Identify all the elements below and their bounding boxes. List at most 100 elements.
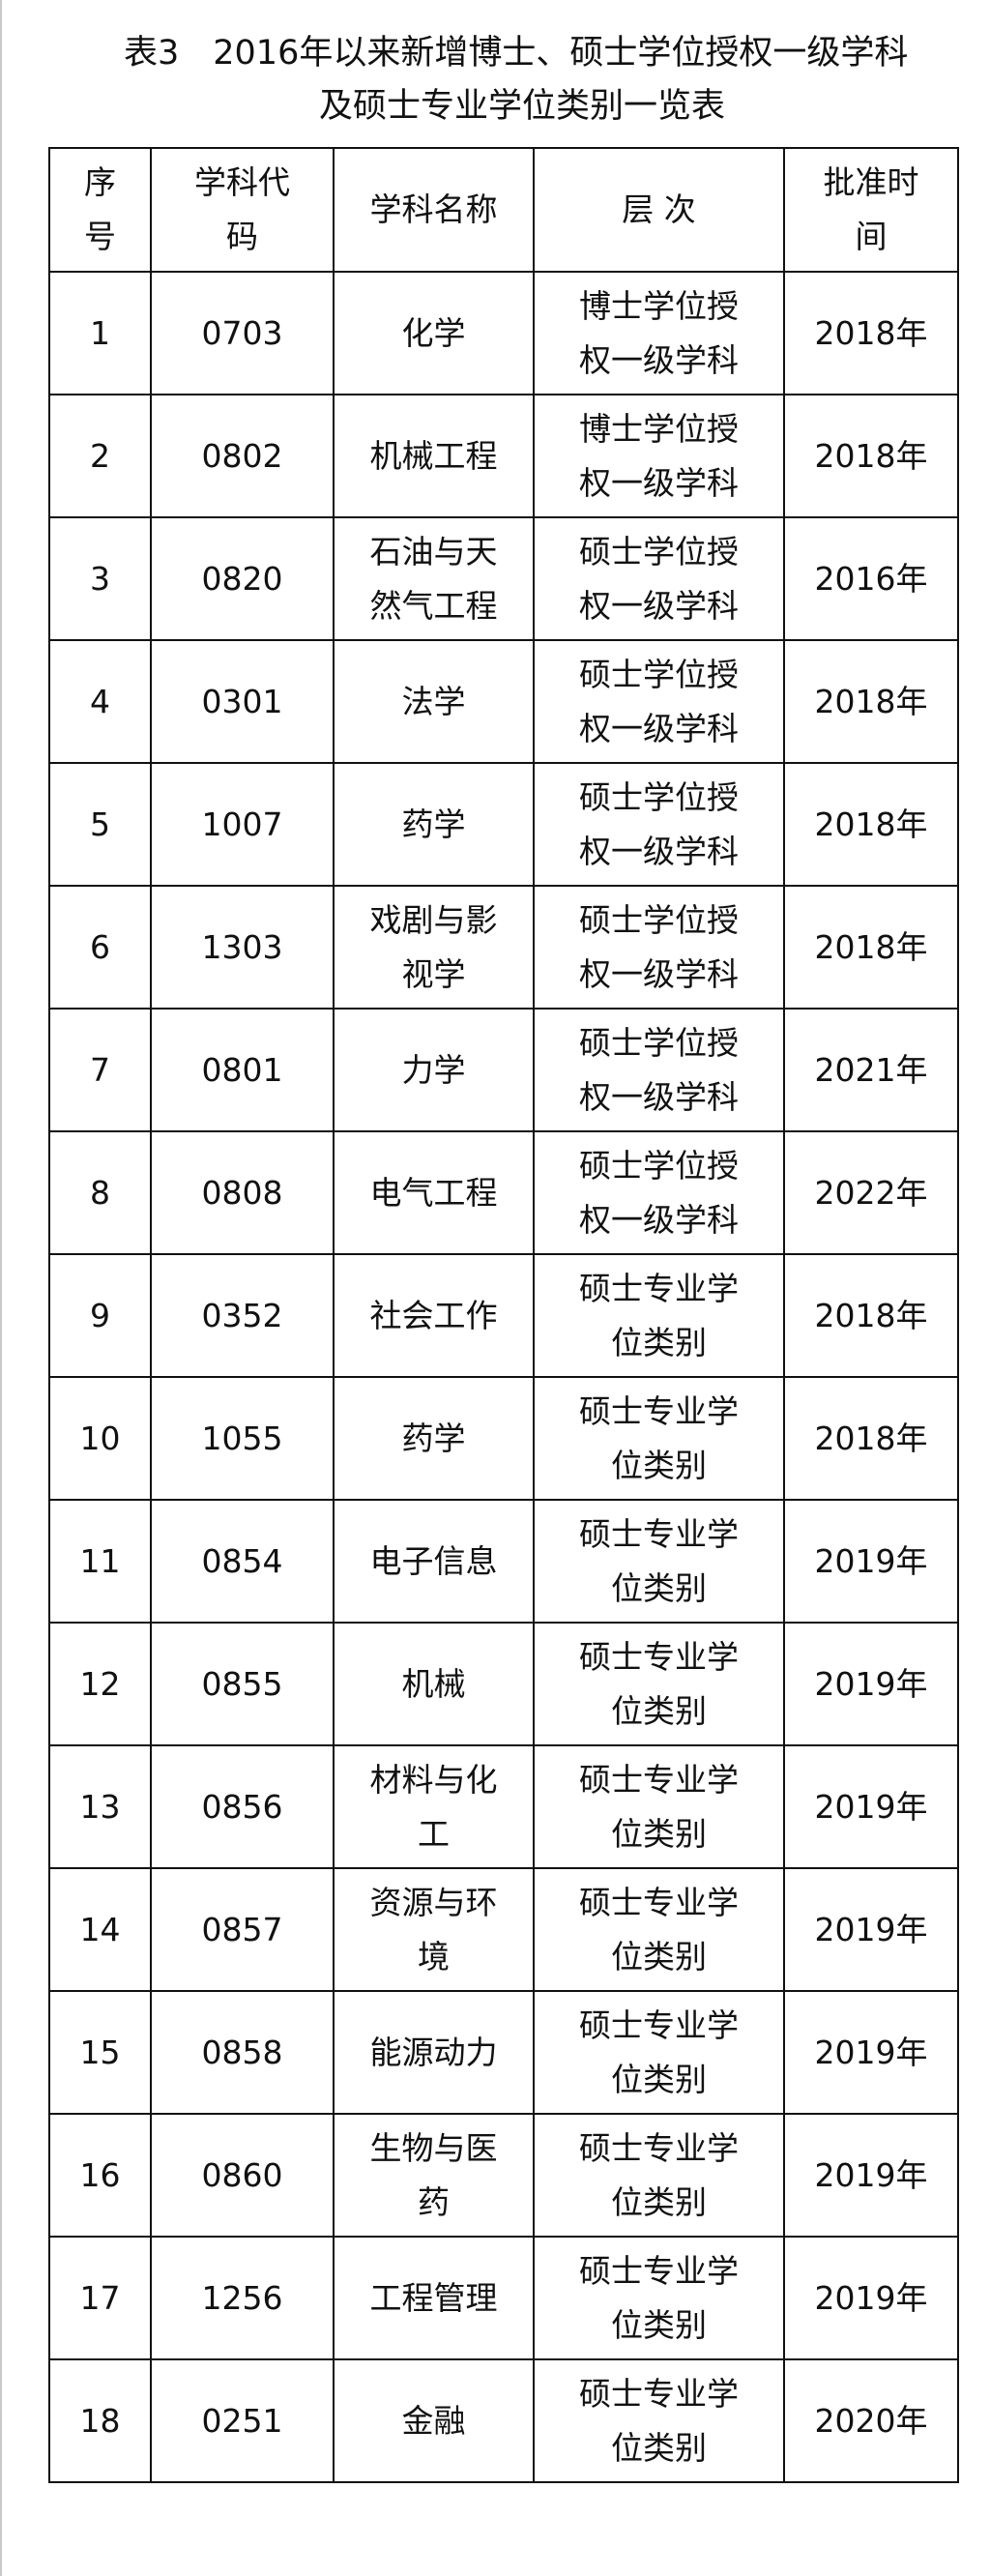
cell-index: 9 bbox=[48, 1253, 152, 1378]
cell-name: 工程管理 bbox=[333, 2236, 535, 2360]
cell-name: 石油与天 然气工程 bbox=[333, 516, 535, 641]
cell-name: 电子信息 bbox=[333, 1499, 535, 1624]
cell-code: 1055 bbox=[150, 1376, 335, 1501]
cell-name: 社会工作 bbox=[333, 1253, 535, 1378]
cell-code: 0857 bbox=[150, 1867, 335, 1992]
cell-code: 0855 bbox=[150, 1622, 335, 1746]
table-row: 16 0860 生物与医 药硕士专业学 位类别 2019年 bbox=[48, 2113, 959, 2238]
cell-level: 硕士专业学 位类别 bbox=[533, 1376, 785, 1501]
cell-level: 硕士学位授 权一级学科 bbox=[533, 1008, 785, 1132]
cell-code: 0802 bbox=[150, 394, 335, 518]
cell-code: 0801 bbox=[150, 1008, 335, 1132]
table-row: 6 1303 戏剧与影 视学 硕士学位授 权一级学科 2018年 bbox=[48, 885, 959, 1010]
header-date: 批准时 间 bbox=[783, 147, 959, 273]
cell-name: 化学 bbox=[333, 271, 535, 395]
cell-date: 2018年 bbox=[783, 1376, 959, 1501]
table-row: 18 0251 金融 硕士专业学 位类别 2020年 bbox=[48, 2358, 959, 2483]
cell-level: 硕士专业学 位类别 bbox=[533, 2113, 785, 2238]
table-row: 4 0301 法学 硕士学位授 权一级学科 2018年 bbox=[48, 639, 959, 764]
cell-level: 硕士专业学 位类别 bbox=[533, 2236, 785, 2360]
cell-index: 5 bbox=[48, 762, 152, 887]
cell-code: 1007 bbox=[150, 762, 335, 887]
cell-index: 17 bbox=[48, 2236, 152, 2360]
cell-name: 电气工程 bbox=[333, 1130, 535, 1255]
cell-code: 0854 bbox=[150, 1499, 335, 1624]
table-row: 14 0857 资源与环 境硕士专业学 位类别 2019年 bbox=[48, 1867, 959, 1992]
cell-index: 13 bbox=[48, 1744, 152, 1869]
cell-index: 2 bbox=[48, 394, 152, 518]
cell-date: 2021年 bbox=[783, 1008, 959, 1132]
cell-name: 材料与化 工 bbox=[333, 1744, 535, 1869]
cell-name: 资源与环 境 bbox=[333, 1867, 535, 1992]
table-row: 15 0858 能源动力 硕士专业学 位类别 2019年 bbox=[48, 1990, 959, 2115]
cell-index: 8 bbox=[48, 1130, 152, 1255]
cell-date: 2019年 bbox=[783, 1990, 959, 2115]
table-row: 10 1055 药学 硕士专业学 位类别 2018年 bbox=[48, 1376, 959, 1501]
cell-level: 硕士专业学 位类别 bbox=[533, 1499, 785, 1624]
cell-level: 博士学位授 权一级学科 bbox=[533, 394, 785, 518]
cell-name: 法学 bbox=[333, 639, 535, 764]
header-row: 序 号 学科代 码 学科名称 层 次 批准时 间 bbox=[48, 147, 959, 273]
cell-index: 7 bbox=[48, 1008, 152, 1132]
discipline-table: 序 号 学科代 码 学科名称 层 次 批准时 间 1 0703 化学 博士学位授 权一… bbox=[48, 147, 959, 2483]
cell-code: 0860 bbox=[150, 2113, 335, 2238]
cell-date: 2018年 bbox=[783, 762, 959, 887]
cell-name: 金融 bbox=[333, 2358, 535, 2483]
header-code: 学科代 码 bbox=[150, 147, 335, 273]
cell-code: 1303 bbox=[150, 885, 335, 1010]
cell-level: 博士学位授 权一级学科 bbox=[533, 271, 785, 395]
table-row: 3 0820 石油与天 然气工程 硕士学位授 权一级学科 2016年 bbox=[48, 516, 959, 641]
cell-name: 能源动力 bbox=[333, 1990, 535, 2115]
table-row: 11 0854 电子信息 硕士专业学 位类别 2019年 bbox=[48, 1499, 959, 1624]
cell-level: 硕士专业学 位类别 bbox=[533, 1990, 785, 2115]
table-row: 2 0802 机械工程 博士学位授 权一级学科 2018年 bbox=[48, 394, 959, 518]
cell-level: 硕士专业学 位类别 bbox=[533, 1253, 785, 1378]
table-row: 13 0856 材料与化 工硕士专业学 位类别 2019年 bbox=[48, 1744, 959, 1869]
cell-index: 15 bbox=[48, 1990, 152, 2115]
cell-name: 药学 bbox=[333, 1376, 535, 1501]
page-edge bbox=[0, 0, 2, 2576]
cell-date: 2018年 bbox=[783, 394, 959, 518]
cell-date: 2019年 bbox=[783, 1499, 959, 1624]
cell-code: 0251 bbox=[150, 2358, 335, 2483]
cell-index: 3 bbox=[48, 516, 152, 641]
cell-name: 药学 bbox=[333, 762, 535, 887]
cell-date: 2019年 bbox=[783, 2113, 959, 2238]
cell-level: 硕士学位授 权一级学科 bbox=[533, 516, 785, 641]
cell-level: 硕士专业学 位类别 bbox=[533, 1744, 785, 1869]
cell-date: 2019年 bbox=[783, 1622, 959, 1746]
cell-name: 力学 bbox=[333, 1008, 535, 1132]
cell-index: 16 bbox=[48, 2113, 152, 2238]
cell-date: 2019年 bbox=[783, 2236, 959, 2360]
cell-date: 2020年 bbox=[783, 2358, 959, 2483]
cell-code: 0820 bbox=[150, 516, 335, 641]
cell-date: 2019年 bbox=[783, 1867, 959, 1992]
cell-code: 0352 bbox=[150, 1253, 335, 1378]
cell-index: 6 bbox=[48, 885, 152, 1010]
cell-name: 机械 bbox=[333, 1622, 535, 1746]
cell-name: 戏剧与影 视学 bbox=[333, 885, 535, 1010]
cell-level: 硕士专业学 位类别 bbox=[533, 2358, 785, 2483]
cell-date: 2018年 bbox=[783, 271, 959, 395]
table-title-line-1: 表3 2016年以来新增博士、硕士学位授权一级学科 bbox=[124, 34, 909, 73]
cell-index: 4 bbox=[48, 639, 152, 764]
cell-level: 硕士学位授 权一级学科 bbox=[533, 1130, 785, 1255]
cell-level: 硕士学位授 权一级学科 bbox=[533, 639, 785, 764]
cell-level: 硕士学位授 权一级学科 bbox=[533, 762, 785, 887]
table-row: 1 0703 化学 博士学位授 权一级学科 2018年 bbox=[48, 271, 959, 395]
cell-date: 2018年 bbox=[783, 885, 959, 1010]
table-row: 9 0352 社会工作 硕士专业学 位类别 2018年 bbox=[48, 1253, 959, 1378]
header-name: 学科名称 bbox=[333, 147, 535, 273]
cell-date: 2018年 bbox=[783, 1253, 959, 1378]
cell-index: 1 bbox=[48, 271, 152, 395]
table-row: 7 0801 力学 硕士学位授 权一级学科 2021年 bbox=[48, 1008, 959, 1132]
cell-code: 1256 bbox=[150, 2236, 335, 2360]
header-index: 序 号 bbox=[48, 147, 152, 273]
cell-level: 硕士学位授 权一级学科 bbox=[533, 885, 785, 1010]
cell-name: 生物与医 药 bbox=[333, 2113, 535, 2238]
cell-code: 0856 bbox=[150, 1744, 335, 1869]
cell-date: 2016年 bbox=[783, 516, 959, 641]
cell-code: 0858 bbox=[150, 1990, 335, 2115]
cell-date: 2018年 bbox=[783, 639, 959, 764]
cell-index: 18 bbox=[48, 2358, 152, 2483]
